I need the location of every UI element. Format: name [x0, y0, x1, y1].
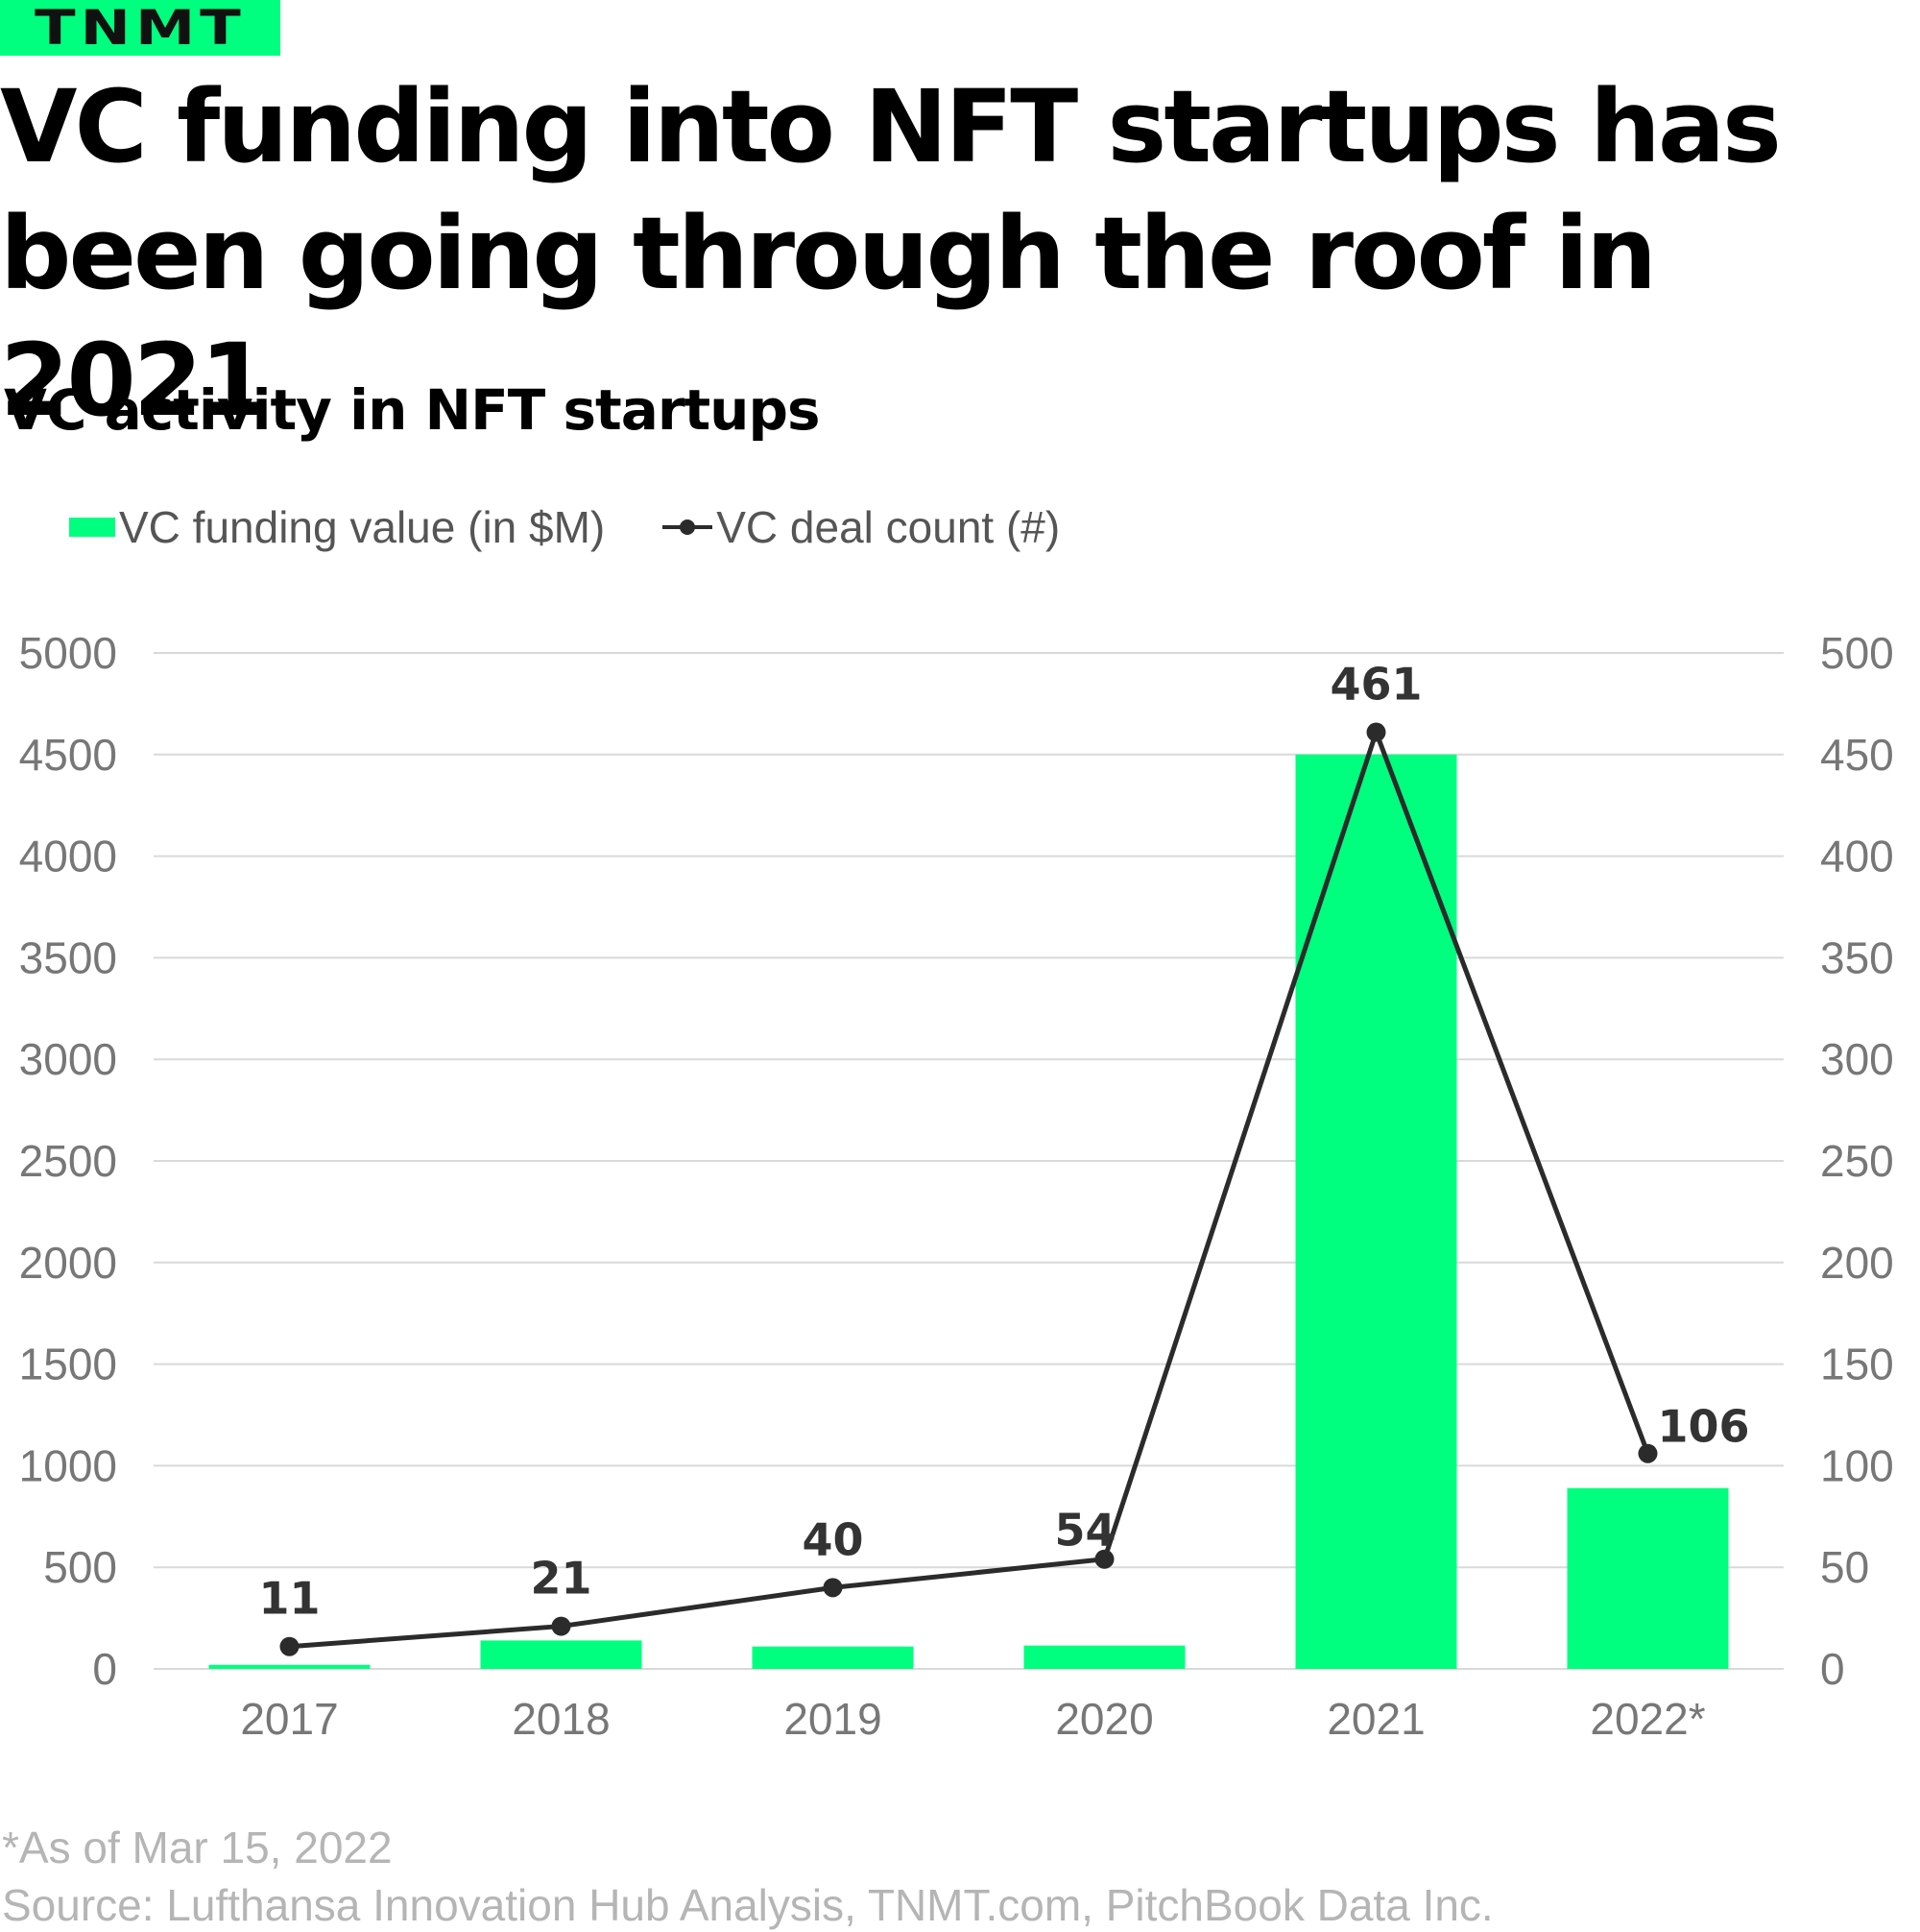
funding-bar [1567, 1487, 1729, 1669]
y-left-tick-label: 500 [43, 1542, 117, 1592]
legend-label-funding: VC funding value (in $M) [119, 502, 606, 552]
y-left-tick-label: 2000 [19, 1238, 117, 1288]
brand-badge: TNMT [0, 0, 280, 56]
y-left-tick-label: 3000 [19, 1034, 117, 1084]
funding-bar [1023, 1645, 1186, 1669]
y-right-tick-label: 250 [1820, 1136, 1894, 1186]
chart-legend: VC funding value (in $M) VC deal count (… [69, 501, 1117, 553]
legend-label-deals: VC deal count (#) [716, 502, 1061, 552]
x-tick-label: 2022* [1590, 1694, 1705, 1744]
y-left-tick-label: 2500 [19, 1136, 117, 1186]
y-right-tick-label: 50 [1820, 1542, 1869, 1592]
legend-item-funding: VC funding value (in $M) [69, 501, 605, 553]
axis-labels: 0 0 500 50 1000 100 1500 150 2000 200 2500 250 3000 3… [19, 628, 1894, 1744]
deal-count-point [1366, 722, 1386, 742]
gridlines [154, 652, 1784, 1670]
y-right-tick-label: 500 [1820, 628, 1894, 678]
y-left-tick-label: 1500 [19, 1340, 117, 1389]
y-right-tick-label: 0 [1820, 1644, 1845, 1694]
y-left-tick-label: 3500 [19, 932, 117, 982]
funding-bar [752, 1646, 914, 1669]
y-left-tick-label: 1000 [19, 1440, 117, 1490]
y-right-tick-label: 200 [1820, 1238, 1894, 1288]
x-tick-label: 2020 [1055, 1694, 1153, 1744]
deal-count-data-label: 106 [1658, 1401, 1750, 1453]
combo-chart: 11 21 40 54 461 106 0 0 500 50 1000 100 1500 150 2000… [19, 628, 1894, 1744]
legend-swatch-bar [69, 518, 115, 537]
y-right-tick-label: 400 [1820, 832, 1894, 881]
funding-bar [208, 1664, 371, 1669]
deal-count-point [551, 1616, 571, 1636]
y-right-tick-label: 300 [1820, 1034, 1894, 1084]
y-left-tick-label: 4500 [19, 730, 117, 780]
chart-subtitle: VC activity in NFT startups [4, 377, 821, 443]
legend-item-deals: VC deal count (#) [662, 501, 1060, 553]
y-right-tick-label: 450 [1820, 730, 1894, 780]
deal-count-point [823, 1578, 843, 1598]
deal-count-point [1094, 1549, 1115, 1569]
x-tick-label: 2019 [783, 1694, 881, 1744]
funding-bar [1295, 754, 1457, 1669]
deal-count-data-label: 11 [258, 1573, 320, 1625]
deal-count-line: 11 21 40 54 461 106 [258, 659, 1750, 1656]
bars [208, 754, 1729, 1669]
funding-bar [480, 1640, 642, 1669]
headline-line-1: VC funding into NFT startups has [0, 68, 1782, 185]
deal-count-point [279, 1636, 300, 1656]
headline-line-2: been going through the roof in 2021 [0, 195, 1657, 439]
deal-count-data-label: 461 [1330, 659, 1422, 711]
footnote-asof: *As of Mar 15, 2022 [2, 1823, 393, 1872]
y-right-tick-label: 100 [1820, 1440, 1894, 1490]
brand-logo: TNMT [35, 0, 246, 56]
x-tick-label: 2021 [1327, 1694, 1425, 1744]
y-left-tick-label: 5000 [19, 628, 117, 678]
x-tick-label: 2018 [512, 1694, 610, 1744]
legend-swatch-line [662, 519, 713, 535]
deal-count-point [1638, 1443, 1658, 1463]
deal-count-polyline [289, 725, 1650, 1650]
y-left-tick-label: 4000 [19, 832, 117, 881]
x-tick-label: 2017 [240, 1694, 338, 1744]
headline: VC funding into NFT startups has been go… [0, 63, 1920, 444]
y-right-tick-label: 150 [1820, 1340, 1894, 1389]
deal-count-data-label: 54 [1054, 1505, 1116, 1557]
deal-count-data-label: 40 [802, 1513, 863, 1565]
y-left-tick-label: 0 [92, 1644, 117, 1694]
y-right-tick-label: 350 [1820, 932, 1894, 982]
footnote-source: Source: Lufthansa Innovation Hub Analysi… [2, 1880, 1494, 1930]
deal-count-data-label: 21 [530, 1553, 591, 1605]
